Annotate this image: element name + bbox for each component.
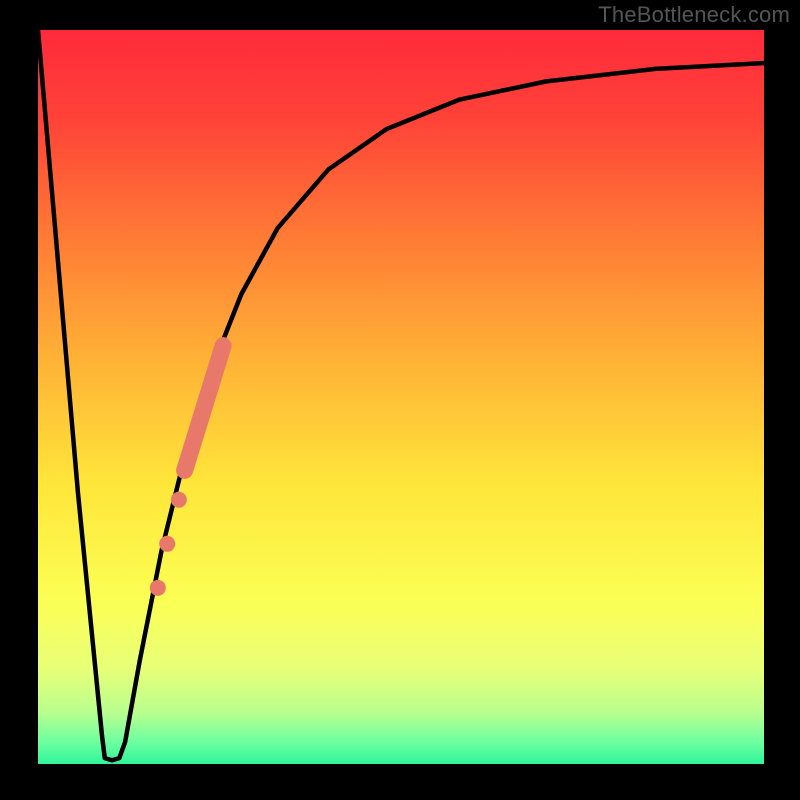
chart-container: TheBottleneck.com: [0, 0, 800, 800]
marker-dot: [159, 536, 175, 552]
bottleneck-chart: [0, 0, 800, 800]
marker-dot: [171, 492, 187, 508]
marker-dot: [150, 580, 166, 596]
gradient-background: [38, 30, 764, 764]
watermark-text: TheBottleneck.com: [598, 2, 790, 28]
